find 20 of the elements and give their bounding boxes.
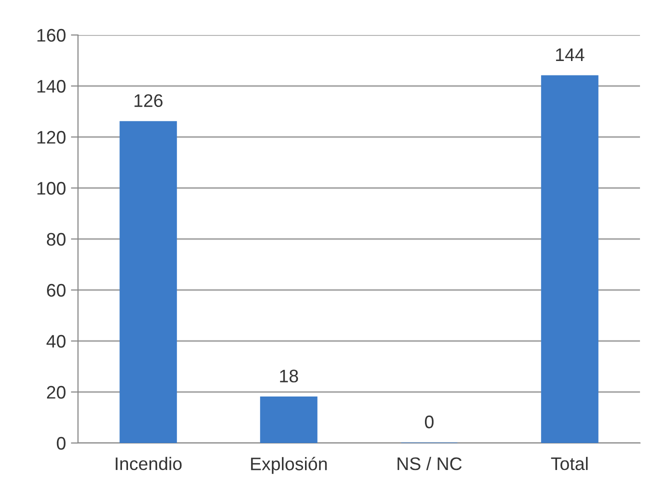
y-tick-label: 40: [46, 334, 66, 348]
x-tick-label: Incendio: [116, 456, 182, 470]
y-tick-label: 20: [47, 386, 66, 399]
x-tick-label: Total: [551, 456, 588, 470]
y-tick-label: 60: [47, 284, 66, 297]
y-tick-label: 0: [56, 436, 66, 450]
y-tick-label: 160: [37, 28, 66, 42]
bar: [260, 396, 318, 443]
data-label: 18: [280, 370, 298, 382]
data-label: 144: [556, 48, 584, 61]
y-tick-label: 140: [37, 80, 66, 93]
data-label: 126: [134, 94, 163, 108]
x-tick-label: Explosión: [251, 456, 327, 474]
bar: [541, 75, 598, 443]
data-label: 0: [424, 416, 434, 428]
bar: [120, 121, 177, 443]
y-tick-label: 120: [37, 130, 66, 144]
y-tick-label: 80: [46, 232, 66, 246]
y-tick-label: 100: [37, 182, 66, 195]
x-tick-label: NS / NC: [398, 456, 462, 470]
